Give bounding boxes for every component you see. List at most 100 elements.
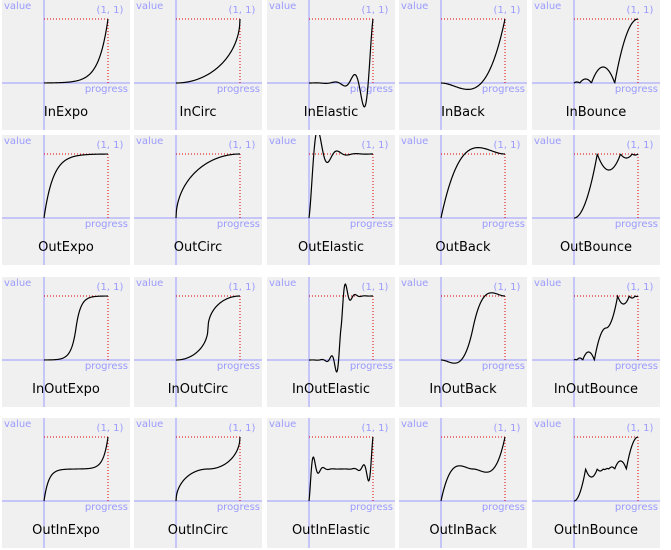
tile-in-circ: value (1, 1) progress InCirc	[134, 0, 262, 130]
tile-in-bounce: value (1, 1) progress InBounce	[532, 0, 660, 130]
tile-label-in-back: InBack	[441, 105, 485, 120]
corner-label: (1, 1)	[97, 423, 124, 434]
axis-label-progress: progress	[217, 219, 260, 230]
easing-curve-out-in-expo	[43, 436, 109, 502]
axis-label-progress: progress	[85, 84, 128, 95]
tile-out-circ: value (1, 1) progress OutCirc	[134, 135, 262, 265]
curve-plot: value (1, 1) progress	[399, 135, 527, 265]
axis-label-progress: progress	[217, 84, 260, 95]
easing-curve-out-in-back	[440, 436, 506, 502]
corner-label: (1, 1)	[494, 423, 521, 434]
curve-plot: value (1, 1) progress	[134, 0, 262, 130]
corner-label: (1, 1)	[229, 282, 256, 293]
tile-out-in-elastic: value (1, 1) progress OutInElastic	[267, 418, 395, 548]
axis-label-progress: progress	[482, 84, 525, 95]
curve-plot: value (1, 1) progress	[399, 277, 527, 407]
tile-label-out-in-elastic: OutInElastic	[291, 523, 371, 538]
easing-curve-in-out-back	[440, 292, 506, 364]
tile-label-out-in-back: OutInBack	[429, 523, 497, 538]
curve-plot: value (1, 1) progress	[134, 418, 262, 548]
curve-plot: value (1, 1) progress	[2, 135, 130, 265]
tile-out-bounce: value (1, 1) progress OutBounce	[532, 135, 660, 265]
corner-label: (1, 1)	[362, 282, 389, 293]
curve-plot: value (1, 1) progress	[134, 277, 262, 407]
axis-label-progress: progress	[350, 361, 393, 372]
curve-plot: value (1, 1) progress	[2, 418, 130, 548]
axis-label-value: value	[401, 419, 428, 430]
curve-plot: value (1, 1) progress	[267, 277, 395, 407]
axis-label-value: value	[136, 278, 163, 289]
tile-label-out-expo: OutExpo	[38, 240, 94, 255]
axis-label-progress: progress	[615, 84, 658, 95]
easing-curve-out-elastic	[308, 135, 374, 219]
axis-label-progress: progress	[482, 219, 525, 230]
corner-label: (1, 1)	[362, 5, 389, 16]
tile-label-in-out-back: InOutBack	[429, 382, 497, 397]
curve-plot: value (1, 1) progress	[532, 135, 660, 265]
tile-label-out-elastic: OutElastic	[298, 240, 364, 255]
axis-label-progress: progress	[482, 361, 525, 372]
tile-in-out-bounce: value (1, 1) progress InOutBounce	[532, 277, 660, 407]
easing-curve-out-expo	[43, 153, 109, 219]
easing-curve-out-in-bounce	[573, 436, 639, 502]
curve-plot: value (1, 1) progress	[532, 277, 660, 407]
axis-label-value: value	[269, 1, 296, 12]
axis-label-value: value	[534, 278, 561, 289]
axis-label-value: value	[136, 419, 163, 430]
axis-label-progress: progress	[85, 361, 128, 372]
curve-plot: value (1, 1) progress	[134, 135, 262, 265]
easing-curve-in-out-bounce	[573, 294, 639, 362]
corner-label: (1, 1)	[362, 423, 389, 434]
axis-label-value: value	[534, 136, 561, 147]
tile-in-out-back: value (1, 1) progress InOutBack	[399, 277, 527, 407]
axis-label-value: value	[4, 419, 31, 430]
tile-label-out-in-expo: OutInExpo	[32, 523, 100, 538]
axis-label-value: value	[269, 419, 296, 430]
tile-in-back: value (1, 1) progress InBack	[399, 0, 527, 130]
easing-curve-in-expo	[43, 18, 109, 84]
tile-label-in-bounce: InBounce	[565, 105, 627, 120]
axis-label-value: value	[534, 419, 561, 430]
corner-label: (1, 1)	[97, 282, 124, 293]
easing-curve-out-in-circ	[175, 436, 241, 502]
curve-plot: value (1, 1) progress	[399, 0, 527, 130]
axis-label-value: value	[401, 278, 428, 289]
axis-label-value: value	[4, 278, 31, 289]
corner-label: (1, 1)	[627, 423, 654, 434]
axis-label-value: value	[4, 136, 31, 147]
tile-out-elastic: value (1, 1) progress OutElastic	[267, 135, 395, 265]
axis-label-progress: progress	[482, 502, 525, 513]
axis-label-progress: progress	[217, 502, 260, 513]
tile-out-in-circ: value (1, 1) progress OutInCirc	[134, 418, 262, 548]
corner-label: (1, 1)	[627, 140, 654, 151]
corner-label: (1, 1)	[627, 5, 654, 16]
axis-label-value: value	[534, 1, 561, 12]
tile-out-in-bounce: value (1, 1) progress OutInBounce	[532, 418, 660, 548]
tile-out-in-expo: value (1, 1) progress OutInExpo	[2, 418, 130, 548]
curve-plot: value (1, 1) progress	[267, 418, 395, 548]
corner-label: (1, 1)	[97, 140, 124, 151]
axis-label-value: value	[269, 278, 296, 289]
axis-label-progress: progress	[615, 502, 658, 513]
easing-curve-out-bounce	[573, 153, 639, 219]
tile-label-in-out-elastic: InOutElastic	[291, 382, 371, 397]
tile-label-in-expo: InExpo	[43, 105, 89, 120]
tile-label-out-circ: OutCirc	[173, 240, 223, 255]
tile-label-out-in-bounce: OutInBounce	[553, 523, 639, 538]
tile-label-out-back: OutBack	[435, 240, 491, 255]
curve-plot: value (1, 1) progress	[267, 0, 395, 130]
tile-in-out-circ: value (1, 1) progress InOutCirc	[134, 277, 262, 407]
easing-curve-in-out-elastic	[308, 283, 374, 373]
curve-plot: value (1, 1) progress	[532, 0, 660, 130]
tile-label-out-bounce: OutBounce	[559, 240, 633, 255]
tile-label-in-out-expo: InOutExpo	[32, 382, 100, 397]
curve-plot: value (1, 1) progress	[2, 277, 130, 407]
corner-label: (1, 1)	[494, 282, 521, 293]
tile-label-out-in-circ: OutInCirc	[167, 523, 229, 538]
axis-label-value: value	[136, 1, 163, 12]
tile-label-in-out-circ: InOutCirc	[167, 382, 229, 397]
easing-curve-out-back	[440, 147, 505, 219]
curve-plot: value (1, 1) progress	[267, 135, 395, 265]
axis-label-progress: progress	[85, 502, 128, 513]
tile-out-expo: value (1, 1) progress OutExpo	[2, 135, 130, 265]
